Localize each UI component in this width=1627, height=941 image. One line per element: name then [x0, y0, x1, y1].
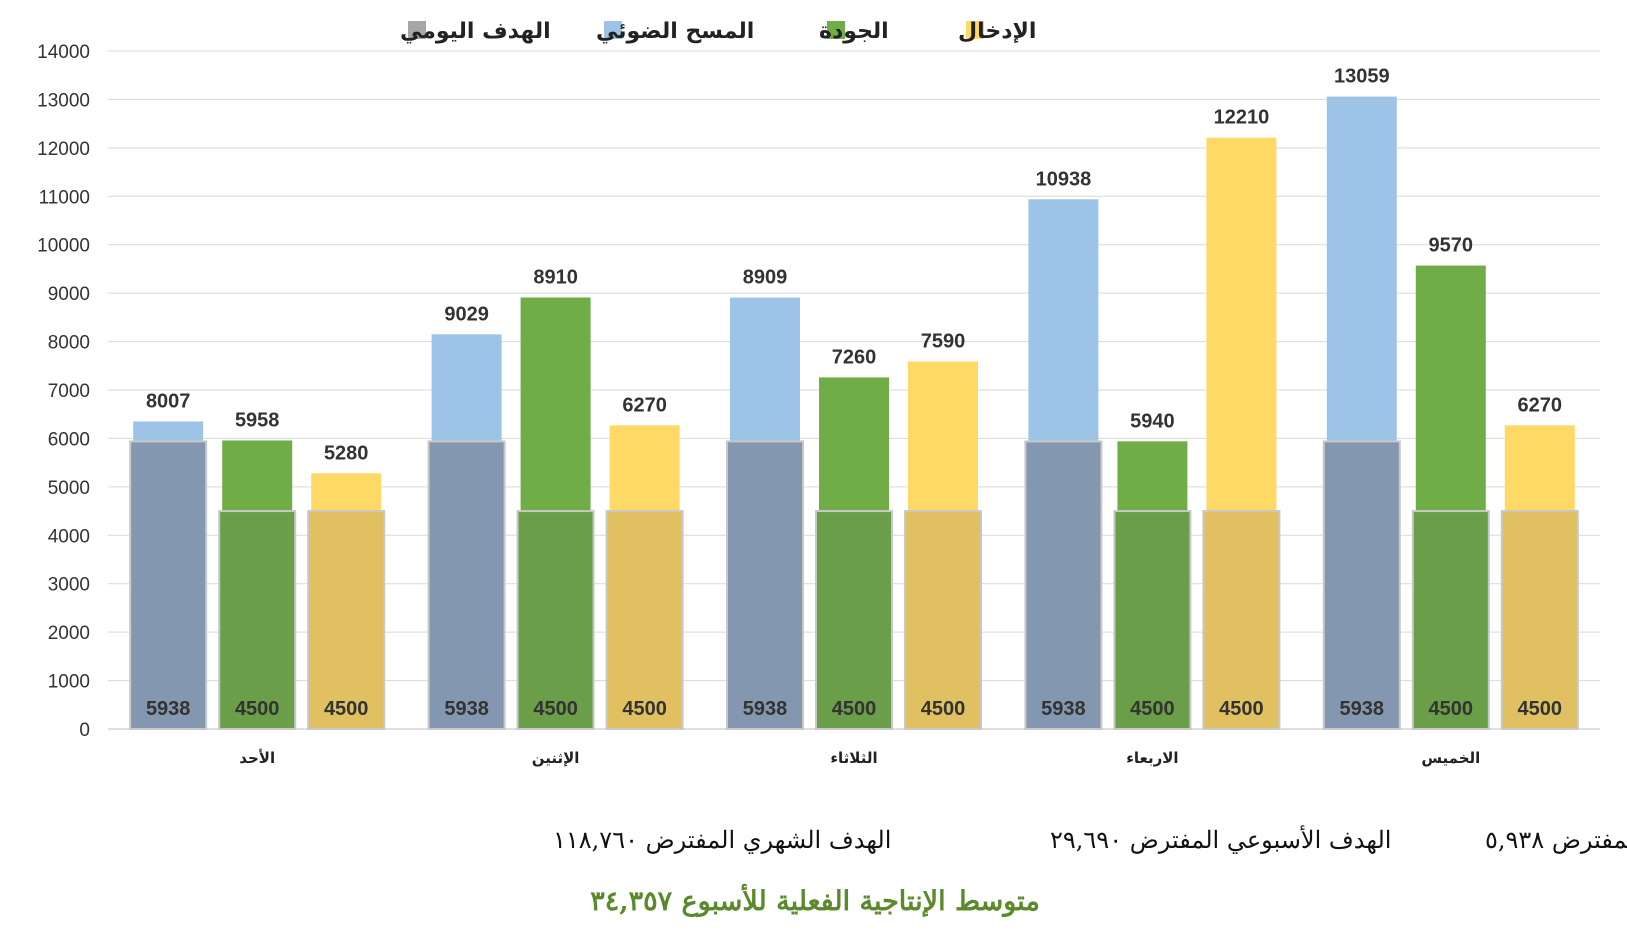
- x-tick-label: الثلاثاء: [830, 749, 877, 767]
- data-label-quality: 5940: [1130, 410, 1175, 432]
- y-tick-label: 14000: [37, 42, 90, 63]
- data-label-entry: 5280: [324, 442, 369, 464]
- legend: الإدخال الجودة المسح الضوئي الهدف اليومي: [400, 19, 1036, 44]
- data-label-quality: 7260: [832, 346, 877, 368]
- data-label-daily-target: 4500: [921, 698, 966, 720]
- y-tick-label: 13000: [37, 90, 90, 111]
- y-axis-ticks: 0 1000 2000 3000 4000 5000 6000 7000 8000 9000 100…: [37, 42, 90, 741]
- x-tick-label: الخميس: [1421, 749, 1480, 767]
- bars: 8007 5938 5958 4500 5280 4500 9029 5938 8910 4500…: [129, 66, 1579, 731]
- data-label-quality: 8910: [533, 267, 578, 289]
- data-label-daily-target: 4500: [324, 698, 369, 720]
- bar-daily-target: [1322, 440, 1401, 730]
- bar-daily-target: [1202, 510, 1281, 731]
- y-tick-label: 11000: [39, 187, 90, 208]
- legend-swatch: [966, 21, 984, 39]
- legend-label: المسح الضوئي: [596, 19, 754, 44]
- bar-daily-target: [815, 510, 893, 731]
- bar-daily-target: [904, 510, 982, 731]
- footer-weekly-average: متوسط الإنتاجية الفعلية للأسبوع ٣٤,٣٥٧: [590, 884, 1040, 918]
- y-tick-label: 2000: [48, 623, 90, 644]
- legend-label: الإدخال: [958, 19, 1036, 44]
- data-label-daily-target: 4500: [1429, 698, 1474, 720]
- bar-daily-target: [129, 440, 208, 730]
- y-tick-label: 9000: [48, 284, 90, 305]
- y-tick-label: 10000: [37, 236, 90, 257]
- legend-swatch: [827, 21, 845, 39]
- data-label-daily-target: 4500: [235, 698, 280, 720]
- data-label-entry: 6270: [622, 394, 667, 416]
- y-tick-label: 4000: [48, 526, 90, 547]
- y-tick-label: 0: [79, 720, 90, 741]
- data-label-scan: 9029: [444, 303, 489, 325]
- data-label-entry: 7590: [921, 330, 966, 352]
- data-label-entry: 6270: [1518, 394, 1563, 416]
- y-tick-label: 6000: [48, 429, 90, 450]
- x-tick-label: الإثنين: [532, 749, 580, 767]
- legend-label: الهدف اليومي: [400, 19, 551, 44]
- data-label-scan: 13059: [1334, 66, 1390, 88]
- x-axis-categories: الأحد الإثنين الثلاثاء الاربعاء الخميس: [239, 749, 1480, 767]
- data-label-daily-target: 5938: [1340, 698, 1385, 720]
- data-label-daily-target: 5938: [146, 698, 191, 720]
- x-tick-label: الاربعاء: [1126, 749, 1178, 767]
- data-label-daily-target: 4500: [1130, 698, 1175, 720]
- data-label-entry: 12210: [1214, 107, 1270, 129]
- y-tick-label: 5000: [48, 478, 90, 499]
- bar-daily-target: [726, 440, 804, 730]
- data-label-scan: 8007: [146, 390, 191, 412]
- data-label-daily-target: 5938: [444, 698, 489, 720]
- legend-swatch: [604, 21, 622, 39]
- bar-daily-target: [218, 510, 297, 731]
- bar-daily-target: [1411, 510, 1490, 731]
- bar-daily-target: [1113, 510, 1192, 731]
- footer-monthly-target: الهدف الشهري المفترض ١١٨,٧٦٠: [553, 826, 891, 854]
- data-label-daily-target: 4500: [622, 698, 667, 720]
- y-tick-label: 7000: [48, 381, 90, 402]
- bar-daily-target: [605, 510, 684, 731]
- bar-daily-target: [1500, 510, 1579, 731]
- bar-daily-target: [307, 510, 386, 731]
- y-tick-label: 3000: [48, 575, 90, 596]
- data-label-daily-target: 4500: [832, 698, 877, 720]
- bar-daily-target: [1024, 440, 1103, 730]
- data-label-daily-target: 5938: [743, 698, 788, 720]
- bar-daily-target: [516, 510, 595, 731]
- data-label-daily-target: 4500: [533, 698, 578, 720]
- data-label-daily-target: 4500: [1518, 698, 1563, 720]
- data-label-quality: 9570: [1429, 235, 1474, 257]
- y-tick-label: 8000: [48, 333, 90, 354]
- y-tick-label: 1000: [48, 672, 90, 693]
- data-label-daily-target: 4500: [1219, 698, 1264, 720]
- data-label-scan: 10938: [1036, 168, 1092, 190]
- footer: الهدف اليومي المفترض ٥,٩٣٨ الهدف الأسبوع…: [553, 824, 1627, 918]
- y-tick-label: 12000: [37, 139, 90, 160]
- data-label-scan: 8909: [743, 267, 788, 289]
- legend-swatch: [408, 21, 426, 39]
- data-label-daily-target: 5938: [1041, 698, 1086, 720]
- footer-weekly-target: الهدف الأسبوعي المفترض ٢٩,٦٩٠: [1050, 824, 1391, 854]
- legend-label: الجودة: [819, 19, 889, 44]
- data-label-quality: 5958: [235, 409, 280, 431]
- bar-daily-target: [427, 440, 506, 730]
- footer-daily-target: الهدف اليومي المفترض ٥,٩٣٨: [1485, 826, 1627, 854]
- x-tick-label: الأحد: [239, 749, 275, 767]
